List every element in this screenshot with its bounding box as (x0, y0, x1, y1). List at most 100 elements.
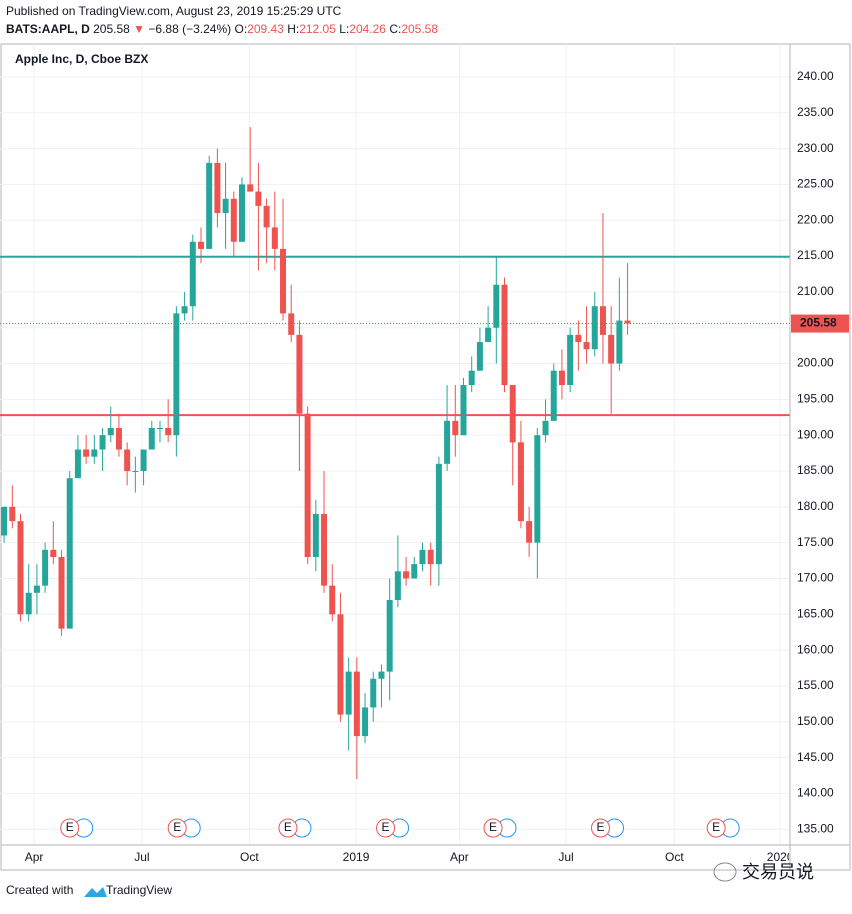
candle-body (501, 284, 508, 386)
candle-body (140, 449, 147, 472)
y-tick-label: 195.00 (797, 392, 834, 406)
candle-body (304, 413, 311, 557)
x-tick-label: 2020 (767, 850, 794, 864)
candle-body (197, 241, 204, 249)
brand: TradingView (106, 883, 172, 897)
candle-body (91, 449, 98, 457)
close: 205.58 (401, 22, 438, 36)
candle-body (124, 449, 131, 472)
y-tick-label: 215.00 (797, 248, 834, 262)
candle-body (239, 184, 246, 242)
candle-body (33, 585, 40, 593)
candle-body (575, 334, 582, 343)
y-tick-label: 235.00 (797, 105, 834, 119)
candle-body (263, 205, 270, 228)
close-label: C: (389, 22, 401, 36)
quote-line: BATS:AAPL, D 205.58 ▼ −6.88 (−3.24%) O:2… (6, 22, 438, 36)
candle-body (616, 320, 623, 364)
candle-body (370, 678, 377, 708)
candle-body (353, 671, 360, 737)
symbol: BATS:AAPL, D (6, 22, 90, 36)
candle-body (444, 420, 451, 464)
candle-body (558, 370, 565, 386)
candle-body (222, 198, 229, 214)
candle-body (460, 385, 467, 436)
candle-body (411, 564, 418, 579)
candle-body (74, 449, 81, 479)
y-tick-label: 190.00 (797, 427, 834, 441)
candle-body (271, 227, 278, 249)
last-price-box (791, 314, 849, 333)
earnings-marker (590, 818, 610, 838)
earnings-marker (60, 818, 80, 838)
candle-body (526, 521, 533, 543)
candle-body (181, 306, 188, 314)
candle-body (1, 506, 8, 536)
earnings-label: E (489, 820, 497, 834)
candle-body (50, 549, 57, 557)
candle-body (345, 671, 352, 715)
candle-body (9, 506, 16, 522)
candle-body (206, 162, 213, 249)
earnings-label: E (596, 820, 604, 834)
candle-body (148, 428, 155, 450)
y-tick-label: 240.00 (797, 69, 834, 83)
y-tick-label: 185.00 (797, 463, 834, 477)
x-tick-label: Apr (450, 850, 469, 864)
candle-body (255, 191, 262, 206)
candle-body (165, 428, 172, 436)
y-tick-label: 165.00 (797, 606, 834, 620)
high: 212.05 (299, 22, 336, 36)
y-tick-label: 155.00 (797, 678, 834, 692)
earnings-label: E (712, 820, 720, 834)
candle-body (599, 306, 606, 335)
candle-body (247, 184, 254, 192)
candle-body (230, 198, 237, 242)
candle-body (66, 478, 73, 629)
y-tick-label: 180.00 (797, 499, 834, 513)
y-tick-label: 170.00 (797, 571, 834, 585)
earnings-label: E (382, 820, 390, 834)
y-tick-label: 160.00 (797, 642, 834, 656)
chart-title: Apple Inc, D, Cboe BZX (15, 52, 148, 66)
candle-body (591, 306, 598, 350)
y-tick-label: 135.00 (797, 821, 834, 835)
candle-body (99, 435, 106, 450)
y-tick-label: 230.00 (797, 141, 834, 155)
x-tick-label: Oct (240, 850, 259, 864)
candle-body (132, 471, 139, 473)
published: Published on TradingView.com, August 23,… (6, 4, 342, 18)
earnings-label: E (66, 820, 74, 834)
candle-body (403, 571, 410, 579)
candle-body (608, 334, 615, 364)
frame (0, 43, 851, 871)
x-tick-label: Apr (25, 850, 44, 864)
candle-body (476, 342, 483, 371)
candle-body (435, 463, 442, 565)
candle-body (189, 241, 196, 307)
logo (84, 887, 107, 897)
candle-body (378, 671, 385, 679)
candle-body (542, 420, 549, 436)
candle-body (419, 549, 426, 565)
y-tick-label: 145.00 (797, 750, 834, 764)
candle-body (288, 313, 295, 335)
candle-body (427, 549, 434, 565)
candle-body (312, 513, 319, 557)
earnings-label: E (284, 820, 292, 834)
y-tick-label: 140.00 (797, 786, 834, 800)
open: 209.43 (247, 22, 284, 36)
candle-body (452, 420, 459, 436)
candle-body (329, 585, 336, 615)
candle-body (42, 549, 49, 586)
candle-body (17, 521, 24, 615)
candle-body (362, 707, 369, 737)
candle-body (156, 428, 163, 430)
candle-body (386, 599, 393, 672)
candle-body (214, 162, 221, 214)
candle-body (493, 284, 500, 328)
last: 205.58 (93, 22, 130, 36)
low: 204.26 (349, 22, 386, 36)
